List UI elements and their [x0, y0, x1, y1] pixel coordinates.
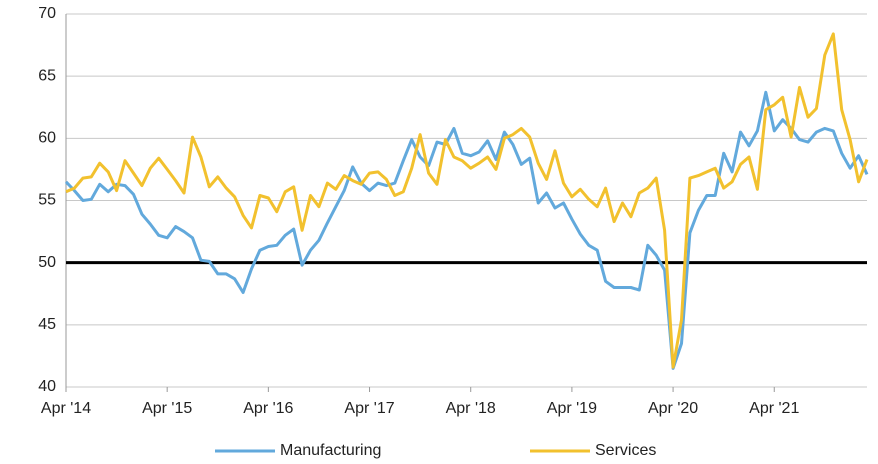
x-tick-label: Apr '20 [648, 400, 698, 417]
x-tick-label: Apr '17 [344, 400, 394, 417]
y-tick-label: 60 [38, 130, 56, 147]
x-tick-label: Apr '18 [446, 400, 496, 417]
y-tick-label: 55 [38, 192, 56, 209]
x-tick-label: Apr '15 [142, 400, 192, 417]
y-tick-label: 45 [38, 316, 56, 333]
x-tick-label: Apr '21 [749, 400, 799, 417]
legend-label: Manufacturing [280, 442, 381, 459]
x-tick-label: Apr '16 [243, 400, 293, 417]
y-tick-label: 50 [38, 254, 56, 271]
series-line [64, 90, 869, 370]
x-tick-label: Apr '14 [41, 400, 91, 417]
y-tick-label: 40 [38, 378, 56, 395]
legend-label: Services [595, 442, 656, 459]
series-line [65, 32, 869, 369]
y-tick-label: 65 [38, 67, 56, 84]
y-tick-label: 70 [38, 5, 56, 22]
x-tick-label: Apr '19 [547, 400, 597, 417]
